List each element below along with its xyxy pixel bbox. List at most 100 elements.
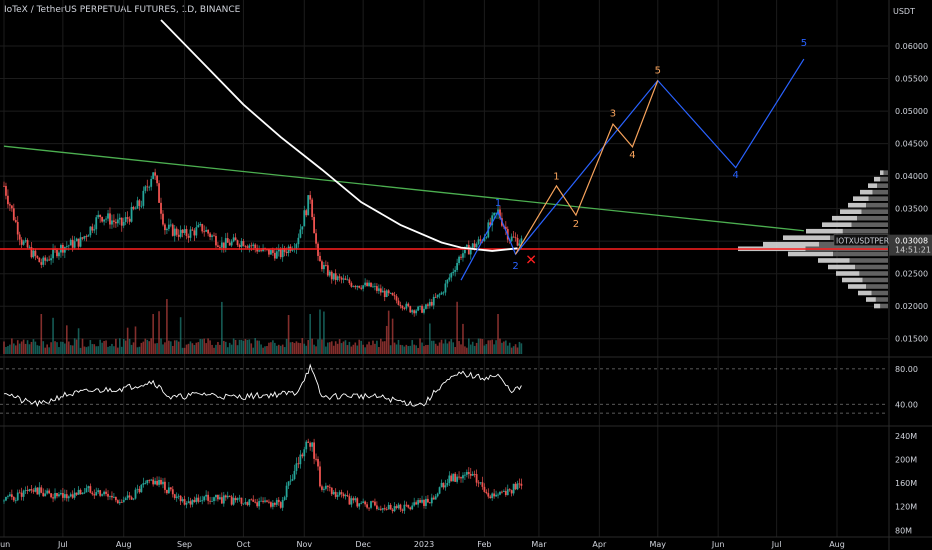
profile-bar-up	[763, 241, 820, 247]
osc-body	[52, 497, 54, 499]
osc-body	[138, 488, 141, 493]
osc-body	[171, 489, 174, 495]
candle-body	[195, 227, 198, 236]
candle-body	[228, 242, 231, 246]
moving-average-line	[160, 19, 518, 252]
osc-body	[189, 501, 192, 505]
osc-body	[22, 490, 25, 497]
volume-bar	[520, 343, 523, 354]
candle-body	[5, 186, 7, 196]
osc-body	[401, 509, 404, 511]
candle-body	[113, 220, 115, 222]
volume-bar	[506, 345, 509, 354]
osc-body	[60, 493, 62, 495]
osc-body	[275, 499, 278, 505]
volume-bar	[105, 340, 107, 354]
osc-body	[273, 502, 276, 505]
candle-body	[105, 218, 107, 220]
candle-body	[283, 248, 286, 252]
osc-body	[287, 481, 290, 486]
price-tick-label: 0.01500	[895, 335, 928, 344]
volume-bar	[238, 339, 241, 354]
osc-body	[187, 501, 190, 504]
volume-bar	[387, 310, 390, 354]
osc-tick-label: 240M	[895, 432, 917, 441]
candle-body	[191, 229, 194, 231]
candle-body	[360, 287, 363, 289]
osc-body	[487, 493, 490, 497]
osc-body	[319, 466, 321, 487]
osc-body	[403, 504, 406, 511]
osc-body	[340, 492, 343, 494]
symbol-tag-text: IOTXUSDTPERP	[836, 237, 894, 246]
osc-body	[48, 490, 51, 494]
osc-body	[421, 499, 423, 503]
osc-body	[372, 501, 374, 502]
candle-body	[324, 265, 327, 266]
profile-bar-down	[880, 303, 888, 309]
osc-body	[109, 495, 111, 497]
osc-body	[197, 497, 200, 502]
candle-body	[368, 282, 370, 287]
candle-body	[504, 226, 507, 230]
candle-body	[379, 288, 382, 293]
orange-wave-label: 4	[629, 150, 635, 161]
osc-body	[140, 484, 143, 493]
volume-bar	[171, 345, 174, 354]
profile-bar-down	[851, 222, 888, 228]
volume-bar	[276, 345, 278, 354]
volume-bar	[328, 342, 331, 354]
osc-body	[346, 495, 349, 497]
candle-body	[193, 230, 196, 236]
candle-body	[240, 241, 243, 247]
osc-body	[481, 482, 484, 487]
descending-trendline	[3, 145, 804, 232]
osc-body	[258, 501, 261, 507]
blue-wave-label: 4	[733, 170, 739, 181]
candle-body	[370, 282, 372, 287]
candle-body	[516, 238, 519, 246]
candle-body	[126, 217, 129, 219]
time-tick-label: May	[650, 540, 667, 549]
osc-body	[105, 491, 107, 494]
candle-body	[52, 249, 54, 259]
osc-body	[142, 483, 145, 485]
profile-bar-up	[848, 284, 866, 289]
candle-body	[181, 229, 184, 233]
osc-body	[134, 489, 137, 499]
osc-body	[321, 486, 323, 490]
candle-body	[165, 228, 168, 231]
time-tick-label: Jul	[771, 540, 782, 549]
candle-body	[319, 255, 321, 262]
volume-bar	[503, 341, 505, 354]
candle-body	[462, 253, 464, 258]
osc-body	[493, 493, 496, 497]
time-tick-label: Aug	[829, 540, 845, 549]
volume-bar	[401, 345, 404, 354]
candle-body	[346, 279, 349, 281]
volume-bar	[103, 341, 105, 354]
osc-body	[448, 475, 451, 484]
volume-bar	[128, 338, 131, 354]
osc-body	[34, 487, 37, 492]
candle-body	[87, 235, 90, 237]
candle-body	[377, 288, 380, 291]
osc-body	[307, 441, 310, 443]
candle-body	[111, 220, 113, 225]
candle-body	[270, 250, 272, 255]
candle-body	[217, 245, 219, 247]
osc-body	[28, 489, 31, 492]
volume-bar	[118, 338, 121, 354]
profile-bar-down	[871, 290, 888, 296]
volume-bar	[448, 341, 451, 354]
profile-bar-down	[875, 297, 888, 302]
volume-bar	[289, 342, 292, 354]
candle-body	[309, 195, 312, 200]
volume-bar	[266, 346, 268, 354]
volume-bar	[330, 341, 333, 354]
candle-body	[132, 206, 135, 209]
osc-body	[97, 490, 100, 493]
blue-wave-label: 1	[495, 198, 501, 209]
osc-body	[393, 506, 396, 512]
